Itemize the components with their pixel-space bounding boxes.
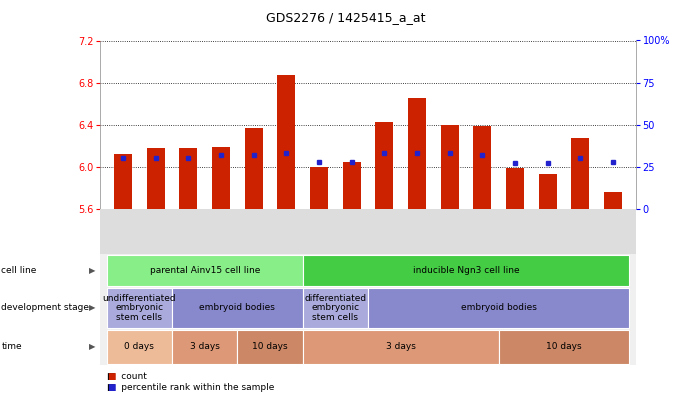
Text: GDS2276 / 1425415_a_at: GDS2276 / 1425415_a_at: [266, 11, 425, 24]
Text: differentiated
embryonic
stem cells: differentiated embryonic stem cells: [304, 294, 366, 322]
Text: ■  count: ■ count: [107, 372, 147, 381]
Text: 3 days: 3 days: [386, 342, 415, 351]
Bar: [212, 147, 230, 209]
Bar: [604, 192, 622, 209]
Bar: [343, 162, 361, 209]
Text: development stage: development stage: [1, 303, 89, 312]
Bar: [303, 330, 499, 364]
Bar: [506, 168, 524, 209]
Bar: [473, 126, 491, 209]
Text: 3 days: 3 days: [190, 342, 220, 351]
Bar: [303, 255, 630, 286]
Bar: [375, 122, 393, 209]
Text: embryoid bodies: embryoid bodies: [200, 303, 275, 312]
Text: embryoid bodies: embryoid bodies: [461, 303, 536, 312]
Bar: [408, 98, 426, 209]
Bar: [106, 255, 303, 286]
Text: 10 days: 10 days: [546, 342, 582, 351]
Text: ■: ■: [107, 372, 115, 381]
Text: time: time: [1, 342, 22, 351]
Text: 0 days: 0 days: [124, 342, 154, 351]
Text: ■: ■: [107, 383, 115, 392]
Bar: [180, 148, 198, 209]
Bar: [114, 154, 132, 209]
Bar: [538, 174, 556, 209]
Bar: [571, 139, 589, 209]
Text: inducible Ngn3 cell line: inducible Ngn3 cell line: [413, 266, 519, 275]
Bar: [245, 128, 263, 209]
Bar: [499, 330, 630, 364]
Bar: [237, 330, 303, 364]
Bar: [106, 330, 172, 364]
Bar: [303, 288, 368, 328]
Bar: [277, 75, 295, 209]
Text: parental Ainv15 cell line: parental Ainv15 cell line: [149, 266, 260, 275]
Text: 10 days: 10 days: [252, 342, 288, 351]
Text: cell line: cell line: [1, 266, 37, 275]
Text: ▶: ▶: [88, 342, 95, 351]
Bar: [310, 167, 328, 209]
Bar: [172, 330, 237, 364]
Bar: [106, 288, 172, 328]
Bar: [146, 148, 164, 209]
Bar: [368, 288, 630, 328]
Bar: [172, 288, 303, 328]
Text: ▶: ▶: [88, 266, 95, 275]
Text: undifferentiated
embryonic
stem cells: undifferentiated embryonic stem cells: [102, 294, 176, 322]
Text: ■  percentile rank within the sample: ■ percentile rank within the sample: [107, 383, 274, 392]
Bar: [441, 125, 459, 209]
Text: ▶: ▶: [88, 303, 95, 312]
